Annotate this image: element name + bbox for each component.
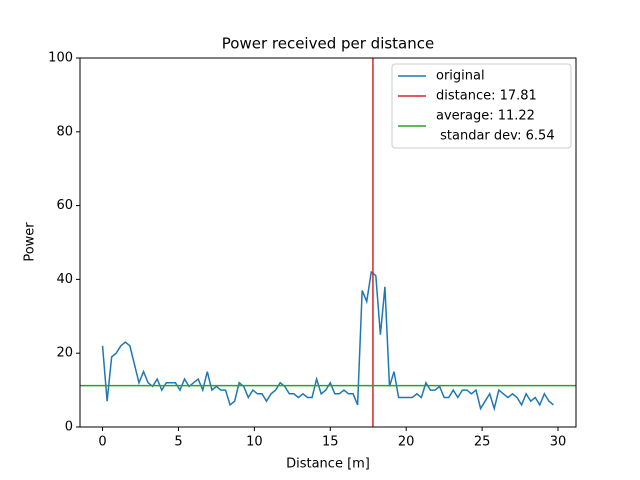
- y-tick-label: 0: [65, 420, 73, 435]
- legend-label: standar dev: 6.54: [436, 129, 555, 144]
- x-tick-label: 0: [98, 435, 106, 450]
- y-tick-label: 100: [48, 51, 73, 66]
- data-line: [101, 270, 554, 412]
- x-tick-label: 5: [174, 435, 182, 450]
- axes-frame: [79, 57, 577, 428]
- legend: original distance: 17.81 average: 11.22 st…: [391, 63, 572, 149]
- x-tick-label: 30: [550, 435, 567, 450]
- chart-title: Power received per distance: [222, 35, 434, 53]
- y-tick-label: 60: [56, 198, 73, 213]
- y-tick-label: 20: [56, 346, 73, 361]
- x-tick-label: 20: [398, 435, 415, 450]
- legend-box: [391, 63, 572, 149]
- legend-label: original: [436, 69, 485, 84]
- x-tick-label: 15: [322, 435, 339, 450]
- y-axis-label: Power: [23, 222, 38, 262]
- x-tick-label: 10: [246, 435, 263, 450]
- y-tick-label: 40: [56, 272, 73, 287]
- y-tick-label: 80: [56, 124, 73, 139]
- x-axis-label: Distance [m]: [286, 457, 370, 472]
- legend-label: distance: 17.81: [436, 89, 537, 104]
- x-tick-label: 25: [474, 435, 491, 450]
- legend-label: average: 11.22: [436, 109, 535, 124]
